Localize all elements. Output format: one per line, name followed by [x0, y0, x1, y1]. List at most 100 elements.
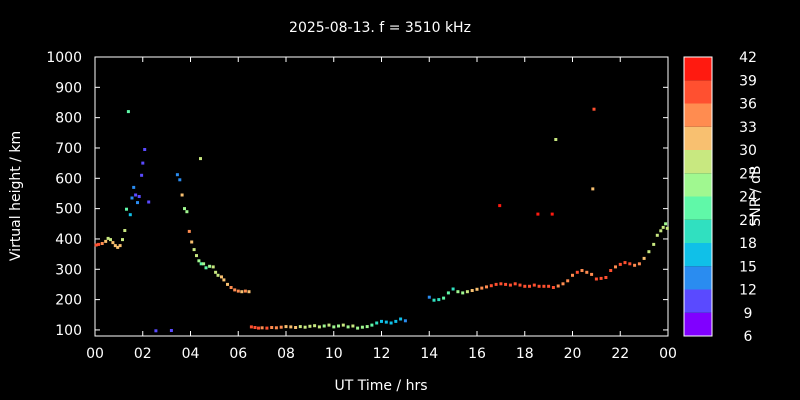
data-point	[341, 323, 345, 327]
data-point	[303, 325, 307, 329]
data-point	[556, 284, 560, 288]
data-point	[175, 173, 179, 177]
data-point	[113, 244, 117, 248]
x-tick-label: 00	[86, 346, 104, 362]
data-point	[456, 290, 460, 294]
data-point	[580, 269, 584, 272]
x-tick-label: 18	[516, 346, 534, 362]
y-tick-label: 900	[55, 80, 82, 96]
data-point	[332, 325, 336, 329]
data-point	[346, 325, 350, 329]
data-point	[403, 319, 407, 323]
data-point	[523, 284, 527, 288]
chart-title: 2025-08-13. f = 3510 kHz	[289, 20, 471, 36]
data-point	[123, 229, 127, 232]
y-tick-label: 400	[55, 232, 82, 248]
data-point	[380, 319, 383, 323]
colorbar-segment	[684, 103, 712, 127]
data-point	[665, 226, 669, 230]
data-point	[659, 229, 663, 233]
data-point	[652, 242, 656, 246]
data-point	[100, 242, 104, 245]
data-point	[614, 265, 617, 269]
data-point	[141, 161, 145, 165]
data-point	[257, 326, 260, 330]
x-tick-label: 08	[277, 346, 295, 362]
data-point	[536, 212, 540, 216]
data-point	[195, 254, 198, 258]
data-point	[104, 239, 108, 243]
colorbar-segment	[684, 126, 712, 150]
data-point	[647, 250, 651, 254]
data-point	[208, 264, 212, 268]
data-point	[192, 248, 196, 252]
data-point	[222, 278, 226, 282]
data-point	[249, 325, 253, 329]
colorbar-label: SNR / dB	[748, 165, 764, 226]
data-point	[154, 329, 158, 333]
data-point	[247, 290, 251, 294]
data-point	[623, 261, 627, 265]
colorbar-segment	[684, 80, 712, 104]
x-tick-label: 10	[325, 346, 343, 362]
data-point	[394, 319, 398, 323]
x-axis-label: UT Time / hrs	[334, 378, 427, 394]
colorbar-tick-label: 30	[739, 143, 757, 159]
data-point	[169, 329, 173, 332]
colorbar-segment	[684, 243, 712, 267]
data-point	[485, 285, 488, 289]
data-point	[180, 193, 184, 197]
data-point	[554, 138, 558, 141]
colorbar-tick-label: 33	[739, 120, 757, 136]
colorbar-tick-label: 27	[739, 166, 757, 182]
data-point	[465, 290, 469, 294]
data-point	[97, 242, 101, 246]
x-axis-ticks: 00 02 04 06 08 10 12 14 16 18 20 22 00	[86, 57, 677, 362]
data-point	[637, 262, 641, 266]
data-point	[274, 326, 278, 330]
data-point	[591, 187, 595, 191]
data-point	[289, 325, 293, 329]
data-point	[147, 200, 151, 204]
data-point	[504, 282, 508, 286]
y-tick-label: 1000	[46, 50, 82, 66]
data-point	[111, 241, 115, 245]
colorbar-tick-label: 6	[744, 329, 753, 345]
x-tick-label: 12	[373, 346, 391, 362]
data-point	[109, 238, 112, 242]
data-point	[370, 323, 374, 327]
data-point	[216, 273, 220, 277]
data-point	[585, 270, 589, 274]
colorbar-segment	[684, 289, 712, 313]
data-point	[442, 296, 446, 300]
data-point	[197, 259, 201, 263]
data-point	[532, 283, 536, 287]
colorbar-tick-label: 21	[739, 213, 757, 229]
data-point	[298, 325, 302, 329]
colorbar-tick-label: 18	[739, 236, 757, 252]
data-point	[106, 236, 110, 240]
colorbar-segment	[684, 266, 712, 290]
data-point	[322, 324, 326, 328]
colorbar-segment	[684, 150, 712, 174]
data-point	[233, 288, 237, 292]
data-point	[204, 266, 208, 270]
data-point	[551, 286, 555, 289]
data-point	[571, 273, 574, 277]
data-point	[220, 275, 223, 279]
colorbar-segment	[684, 57, 712, 81]
data-point	[284, 325, 288, 329]
data-points	[94, 107, 669, 333]
y-tick-label: 600	[55, 171, 82, 187]
x-tick-label: 02	[134, 346, 152, 362]
data-point	[94, 243, 98, 247]
data-point	[609, 269, 613, 272]
x-tick-label: 06	[229, 346, 247, 362]
data-point	[633, 263, 637, 267]
data-point	[399, 317, 403, 321]
colorbar-segment	[684, 196, 712, 220]
data-point	[655, 233, 659, 237]
data-point	[642, 256, 646, 260]
